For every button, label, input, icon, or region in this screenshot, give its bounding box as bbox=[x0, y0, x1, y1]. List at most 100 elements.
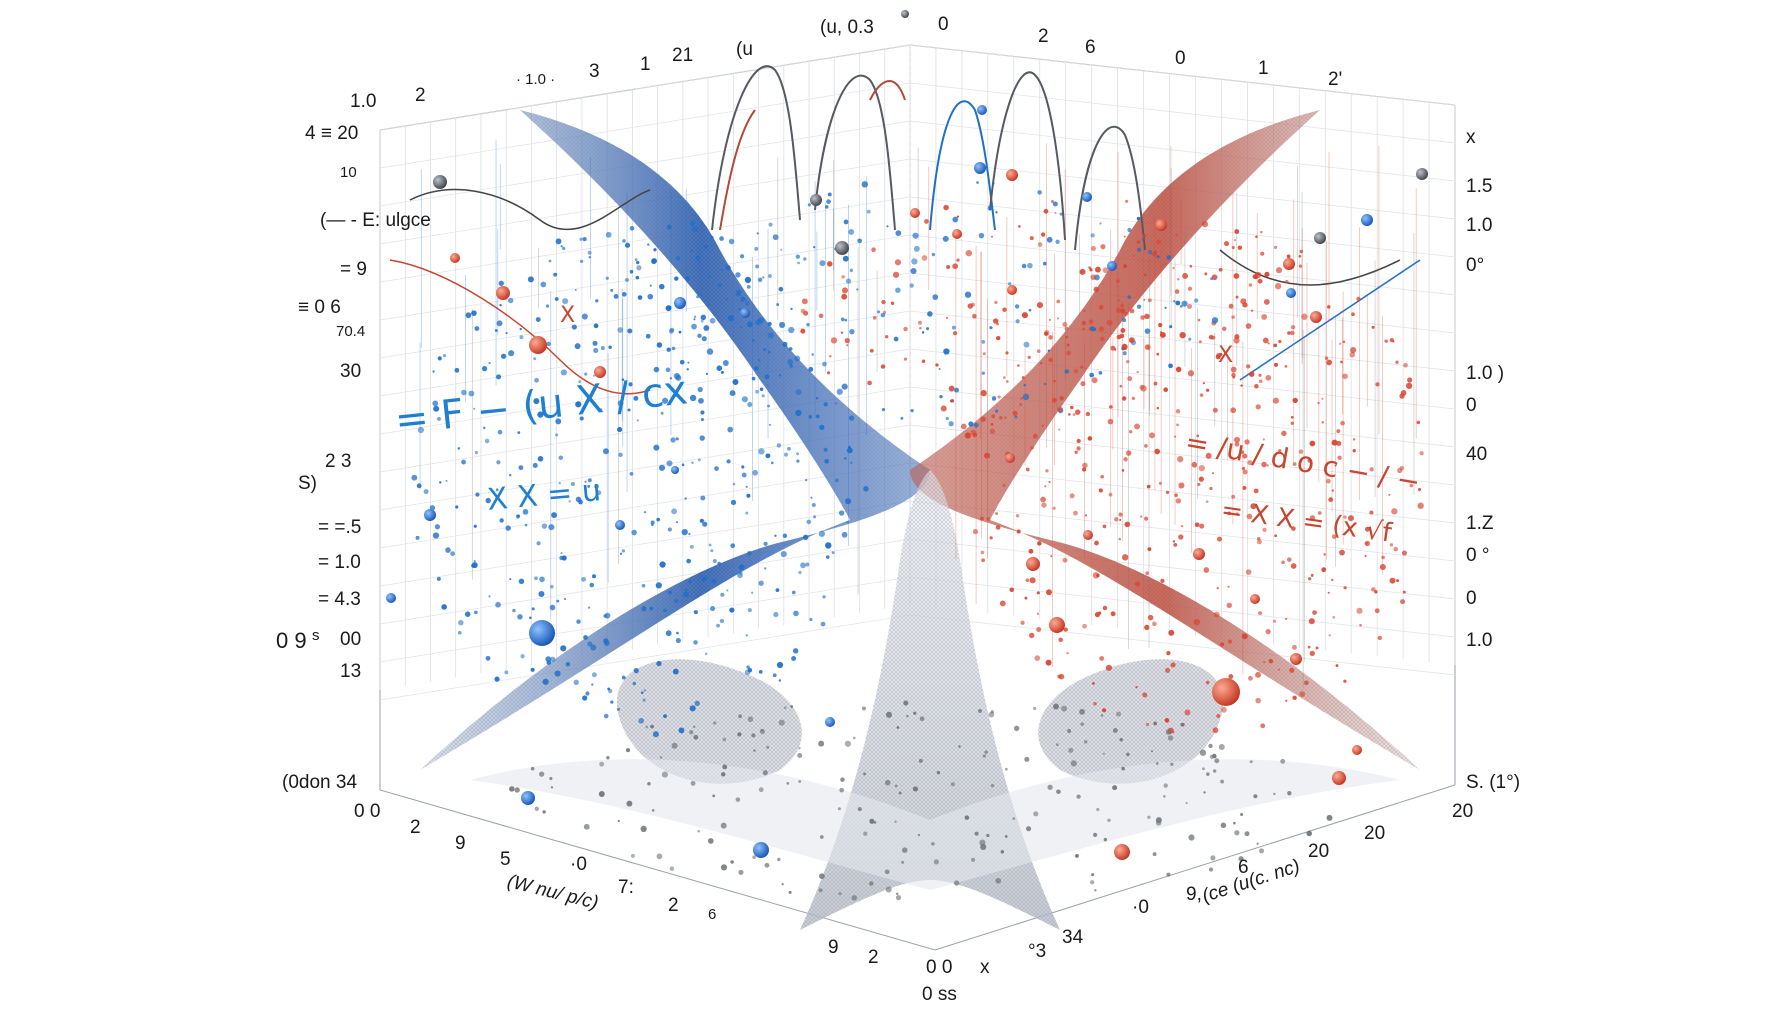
scatter-point bbox=[535, 317, 541, 322]
scatter-point bbox=[1025, 578, 1030, 583]
scatter-point bbox=[1393, 546, 1398, 552]
scatter-point bbox=[1187, 370, 1195, 377]
scatter-point bbox=[1263, 299, 1270, 305]
top-axis-tick: 2' bbox=[1328, 69, 1343, 90]
scatter-point bbox=[592, 340, 598, 346]
scatter-point bbox=[1066, 651, 1069, 655]
scatter-point bbox=[1002, 307, 1007, 312]
scatter-point bbox=[496, 460, 501, 465]
scatter-point bbox=[613, 294, 619, 299]
scatter-point bbox=[1139, 384, 1145, 390]
scatter-point bbox=[1306, 830, 1312, 837]
scatter-point bbox=[1124, 311, 1129, 316]
scatter-points bbox=[411, 178, 1424, 901]
scatter-point bbox=[764, 567, 767, 570]
scatter-point bbox=[1246, 513, 1253, 520]
scatter-point bbox=[732, 482, 736, 486]
red-sphere bbox=[1007, 285, 1017, 295]
scatter-point bbox=[1100, 336, 1105, 342]
blue-sphere bbox=[1361, 214, 1373, 226]
scatter-point bbox=[777, 857, 781, 862]
scatter-point bbox=[1076, 794, 1081, 799]
scatter-point bbox=[1248, 675, 1253, 681]
scatter-point bbox=[1331, 439, 1338, 446]
scatter-point bbox=[1059, 212, 1063, 216]
scatter-point bbox=[1121, 469, 1125, 472]
gray-sphere bbox=[1416, 168, 1428, 180]
scatter-point bbox=[818, 740, 825, 747]
scatter-point bbox=[1057, 674, 1062, 679]
blue-sphere bbox=[386, 593, 396, 603]
scatter-point bbox=[549, 584, 554, 589]
scatter-point bbox=[554, 670, 561, 677]
red-sphere bbox=[529, 336, 547, 354]
scatter-point bbox=[622, 239, 626, 243]
scatter-point bbox=[1141, 238, 1145, 242]
scatter-point bbox=[1272, 397, 1279, 404]
scatter-point bbox=[1369, 467, 1374, 472]
scatter-point bbox=[927, 311, 933, 317]
scatter-point bbox=[762, 347, 767, 352]
scatter-point bbox=[538, 591, 545, 598]
scatter-point bbox=[729, 607, 735, 613]
scatter-point bbox=[996, 335, 1001, 341]
scatter-point bbox=[1230, 366, 1237, 373]
scatter-point bbox=[780, 248, 783, 251]
scatter-point bbox=[1121, 343, 1128, 351]
scatter-point bbox=[636, 419, 639, 422]
scatter-point bbox=[711, 578, 717, 584]
scatter-point bbox=[823, 402, 828, 407]
scatter-point bbox=[834, 478, 839, 483]
scatter-point bbox=[663, 608, 667, 613]
scatter-point bbox=[1337, 455, 1342, 460]
red-sphere bbox=[594, 366, 606, 378]
scatter-point bbox=[1180, 722, 1185, 727]
scatter-point bbox=[747, 321, 753, 328]
scatter-point bbox=[668, 328, 674, 334]
scatter-point bbox=[1258, 611, 1262, 616]
scatter-point bbox=[603, 448, 609, 455]
scatter-point bbox=[751, 733, 756, 738]
right-axis-tick: 1.0 bbox=[1466, 630, 1493, 651]
scatter-point bbox=[681, 463, 685, 466]
scatter-point bbox=[767, 404, 770, 408]
scatter-point bbox=[621, 675, 626, 680]
scatter-point bbox=[651, 809, 655, 812]
scatter-point bbox=[1009, 587, 1015, 592]
scatter-point bbox=[640, 825, 647, 833]
scatter-point bbox=[1165, 490, 1170, 495]
scatter-point bbox=[1199, 393, 1204, 397]
scatter-point bbox=[841, 293, 848, 300]
scatter-point bbox=[1123, 457, 1128, 462]
scatter-point bbox=[697, 386, 703, 393]
scatter-point bbox=[948, 421, 954, 427]
scatter-point bbox=[758, 359, 761, 362]
scatter-point bbox=[1073, 510, 1078, 516]
scatter-point bbox=[826, 371, 831, 375]
scatter-point bbox=[416, 483, 422, 489]
scatter-point bbox=[745, 634, 748, 637]
scatter-point bbox=[527, 276, 534, 283]
scatter-point bbox=[1324, 356, 1329, 360]
scatter-point bbox=[813, 246, 816, 249]
scatter-point bbox=[668, 590, 673, 595]
scatter-point bbox=[980, 550, 985, 555]
scatter-point bbox=[776, 303, 780, 307]
scatter-point bbox=[1066, 350, 1072, 356]
scatter-point bbox=[1292, 644, 1297, 650]
scatter-point bbox=[1094, 540, 1099, 546]
scatter-point bbox=[1092, 327, 1097, 332]
scatter-point bbox=[1045, 659, 1052, 666]
scatter-point bbox=[1014, 304, 1020, 309]
scatter-point bbox=[700, 410, 705, 415]
scatter-point bbox=[1144, 444, 1148, 448]
scatter-point bbox=[1356, 296, 1361, 301]
scatter-point bbox=[1118, 299, 1121, 302]
scatter-point bbox=[1326, 359, 1332, 366]
scatter-point bbox=[1331, 489, 1335, 492]
scatter-point bbox=[797, 753, 803, 758]
scatter-point bbox=[719, 618, 725, 624]
scatter-point bbox=[1083, 309, 1086, 312]
scatter-point bbox=[1122, 396, 1126, 400]
